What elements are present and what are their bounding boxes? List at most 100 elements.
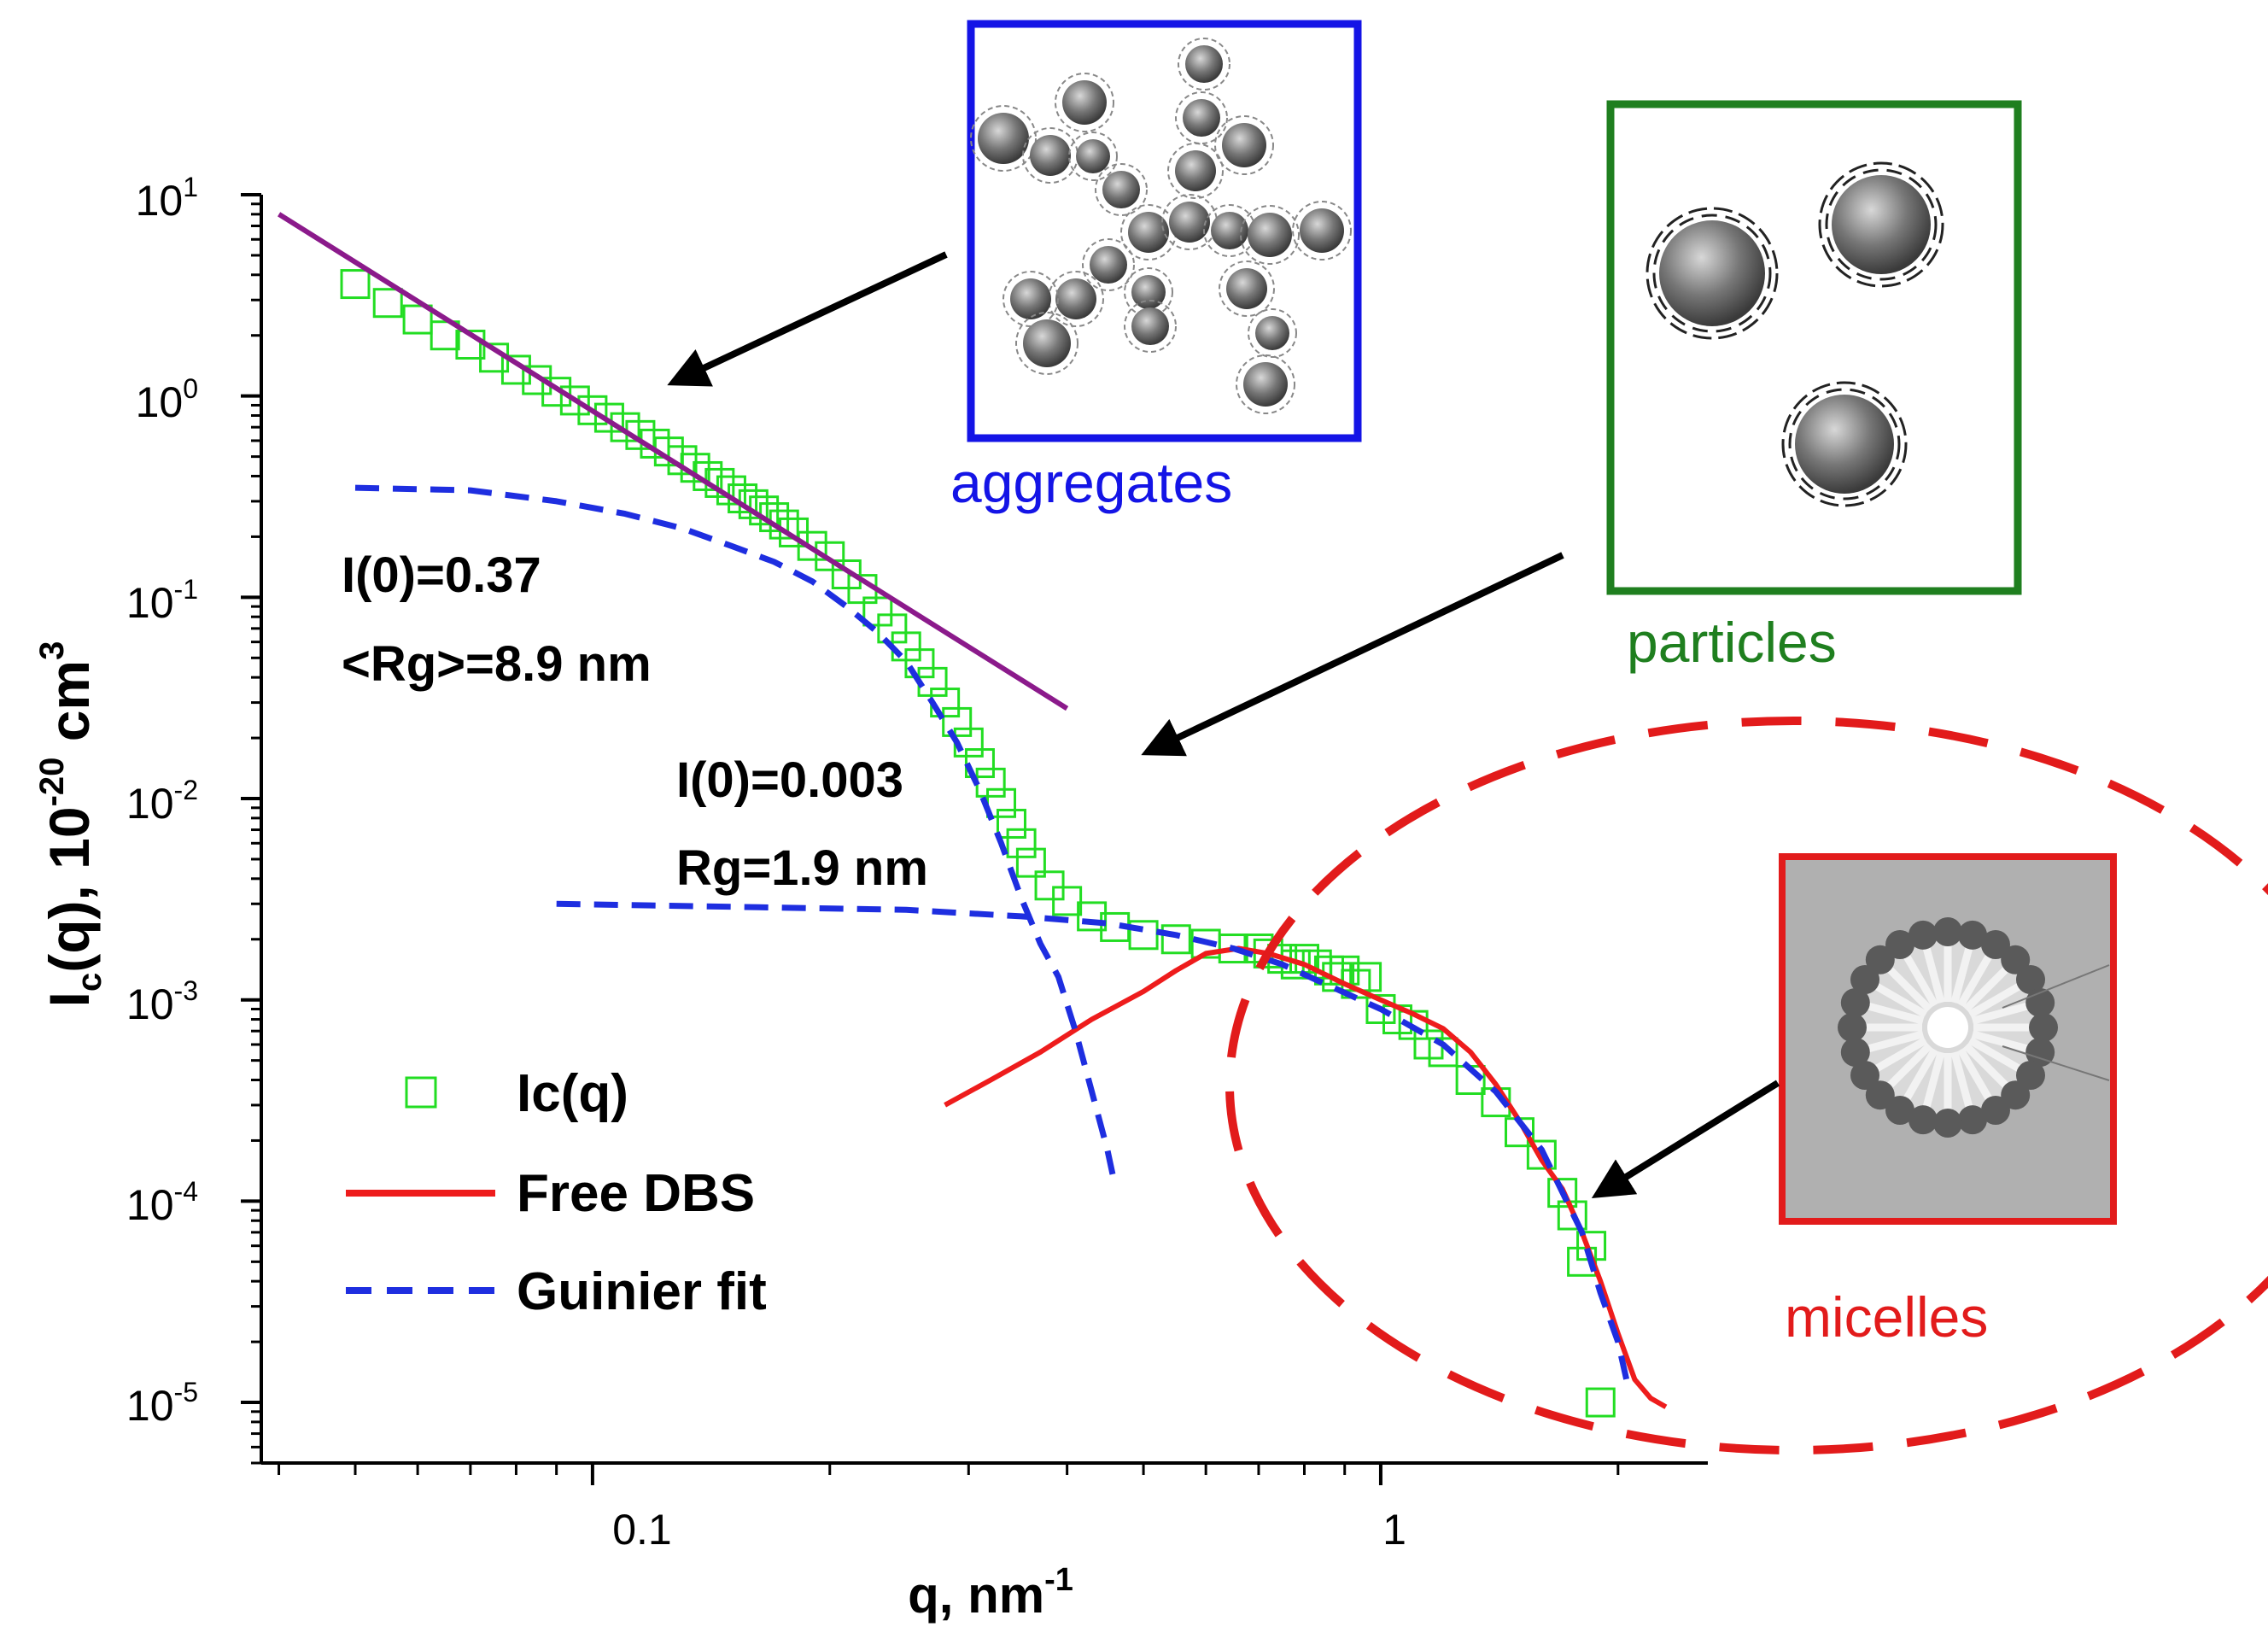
aggregate-sphere <box>1062 80 1107 125</box>
legend-symbol-square <box>405 1076 437 1109</box>
data-point-square <box>541 377 572 407</box>
aggregate-shell <box>1240 205 1300 265</box>
aggregate-shell <box>1248 308 1297 358</box>
micelle-tail <box>1963 959 2016 1012</box>
series-line-power-law-fit <box>278 212 1069 711</box>
particle-sphere <box>1659 220 1765 326</box>
series-line-free-dbs <box>944 945 1668 1409</box>
aggregate-sphere <box>1128 212 1169 253</box>
aggregate-shell <box>1292 201 1352 260</box>
annotation-aggregates-rg: <Rg>=8.9 nm <box>342 636 652 692</box>
micelle-head <box>1909 1105 1938 1135</box>
data-point-square <box>1077 901 1108 932</box>
aggregate-sphere <box>978 113 1029 164</box>
micelle-tail <box>1920 1051 1945 1118</box>
data-point-square <box>1034 870 1065 901</box>
arrow-to-aggregates <box>667 251 948 387</box>
particle-shell-inner <box>1652 214 1772 333</box>
y-tick-label: 10-1 <box>126 574 198 627</box>
micelle-core <box>1927 1007 1968 1048</box>
y-tick-label: 100 <box>136 373 198 426</box>
micelle-head <box>1933 917 1962 946</box>
aggregate-sphere <box>1102 171 1140 208</box>
aggregate-sphere <box>1255 316 1289 350</box>
data-point-square <box>1160 924 1191 955</box>
aggregate-shell <box>1236 354 1295 414</box>
micelle-head <box>1840 1037 1870 1067</box>
micelle-head <box>2025 1037 2055 1067</box>
aggregate-sphere <box>1090 246 1127 284</box>
data-point-square <box>1015 847 1046 878</box>
micelles-inset <box>1779 853 2117 1225</box>
data-point-square <box>1365 993 1396 1024</box>
micelle-pointer-line <box>2002 964 2110 1009</box>
data-point-square <box>1547 1178 1578 1209</box>
aggregate-shell <box>1015 312 1078 375</box>
data-point-square <box>1557 1200 1587 1231</box>
particle-shell-outer <box>1645 207 1779 340</box>
data-point-square <box>1006 828 1037 858</box>
micelle-tail <box>1879 959 1932 1012</box>
data-point-square <box>593 402 624 433</box>
aggregate-sphere <box>1055 278 1096 319</box>
particle-sphere <box>1832 175 1931 274</box>
aggregates-inset <box>967 20 1362 442</box>
aggregates-label: aggregates <box>950 451 1232 514</box>
particles-frame <box>1606 100 2022 595</box>
aggregate-spheres <box>970 38 1352 414</box>
data-point-square <box>996 808 1026 839</box>
micelle-head <box>1865 945 1895 974</box>
data-point-square <box>942 706 973 737</box>
x-axis-label: q, nm-1 <box>908 1562 1073 1624</box>
particle-shell-outer <box>1818 161 1944 288</box>
data-point-square <box>964 748 995 779</box>
micelle-head <box>1933 1109 1962 1138</box>
particle-shell-inner <box>1825 168 1938 281</box>
aggregate-shell <box>1095 163 1148 216</box>
aggregate-shell <box>1167 143 1224 199</box>
micelle-head <box>1957 1105 1987 1135</box>
aggregate-sphere <box>1030 135 1071 176</box>
data-point-square <box>1428 1037 1458 1068</box>
micelle-head <box>2015 1061 2045 1090</box>
aggregate-sphere <box>1175 150 1216 191</box>
micelle-head <box>1850 1061 1880 1090</box>
data-point-square <box>610 412 640 442</box>
micelle-head <box>1865 1080 1895 1110</box>
aggregate-shell <box>1175 91 1228 144</box>
micelle-head <box>1850 965 1880 994</box>
arrow-to-particles <box>1141 552 1564 757</box>
y-axis-label: Ic(q), 10-20 cm3 <box>33 641 108 1008</box>
aggregate-sphere <box>1183 99 1220 137</box>
y-tick-label: 10-4 <box>126 1176 198 1229</box>
aggregate-sphere <box>1211 212 1248 249</box>
aggregate-sphere <box>1185 45 1223 83</box>
particle-shell-inner <box>1788 388 1901 500</box>
particles-label: particles <box>1627 611 1837 674</box>
data-point-square <box>1128 920 1159 951</box>
data-point-square <box>559 385 590 416</box>
micelle-head <box>2015 965 2045 994</box>
aggregate-sphere <box>1226 268 1267 309</box>
particle-spheres <box>1645 161 1944 507</box>
aggregate-sphere <box>1010 278 1051 319</box>
data-point-square <box>522 365 552 395</box>
data-point-square <box>975 767 1006 798</box>
series-ic-q <box>340 269 1616 1418</box>
aggregate-shell <box>1219 260 1275 317</box>
micelle-head <box>2029 1013 2058 1042</box>
y-tick-label: 10-5 <box>126 1377 198 1430</box>
micelle-tail <box>1950 1051 1976 1118</box>
axis-ticks <box>241 193 1620 1485</box>
arrow-to-micelles <box>1591 1080 1780 1199</box>
legend: Ic(q) Free DBS Guinier fit <box>346 1064 767 1321</box>
aggregate-shell <box>1082 238 1135 291</box>
data-point-square <box>1526 1139 1557 1170</box>
micelle-head <box>1840 988 1870 1018</box>
x-tick-label: 1 <box>1382 1506 1406 1554</box>
aggregate-shell <box>1178 38 1230 91</box>
aggregate-sphere <box>1076 139 1110 173</box>
micelle-head <box>1838 1013 1867 1042</box>
data-point-square <box>815 541 845 571</box>
